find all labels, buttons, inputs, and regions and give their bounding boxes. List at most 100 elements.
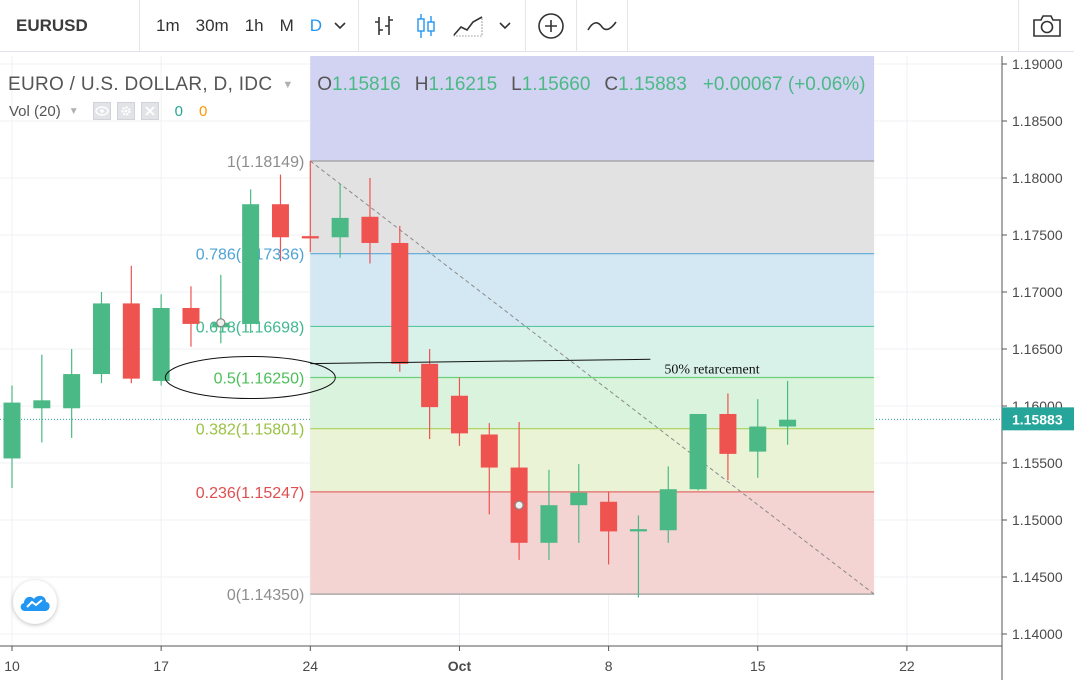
candle <box>361 178 379 264</box>
fib-level-label-1: 1(1.18149) <box>227 154 304 171</box>
price-tick-label: 1.19000 <box>1012 56 1063 72</box>
candle-body <box>3 402 21 459</box>
indicator-group <box>526 0 578 52</box>
candle-body <box>450 395 468 434</box>
close-icon[interactable] <box>140 102 159 120</box>
symbol-title: EURO / U.S. DOLLAR, D, IDC <box>8 74 273 95</box>
annotation-overlays: 50% retarcement <box>164 318 760 510</box>
annotation-label: 50% retarcement <box>664 363 759 378</box>
fib-level-label-0.5: 0.5(1.16250) <box>214 371 305 388</box>
candle <box>600 491 618 565</box>
volume-value-2: 0 <box>198 102 208 120</box>
interval-m-button[interactable]: M <box>279 15 294 35</box>
candle <box>182 286 200 347</box>
candle <box>629 515 647 598</box>
time-tick-label: 22 <box>899 658 915 674</box>
close-value: 1.15883 <box>618 74 687 95</box>
candle-body <box>719 413 737 454</box>
last-price-badge <box>1002 407 1074 431</box>
cloud-logo-icon <box>20 595 50 611</box>
add-indicator-icon[interactable] <box>536 11 566 41</box>
open-value: 1.15816 <box>332 74 401 95</box>
candle <box>719 393 737 481</box>
candle-body <box>182 307 200 324</box>
price-tick-label: 1.17500 <box>1012 227 1063 243</box>
candle <box>689 413 707 491</box>
time-tick-label: 15 <box>750 658 766 674</box>
fib-level-label-0: 0(1.14350) <box>227 587 304 604</box>
candles <box>3 160 797 598</box>
bar-style-icon[interactable] <box>369 11 399 41</box>
price-tick-label: 1.18000 <box>1012 170 1063 186</box>
fib-zone-1 <box>310 161 875 254</box>
candle <box>152 294 170 386</box>
tradingview-logo-button[interactable] <box>13 580 57 624</box>
candle-body <box>122 303 140 379</box>
interval-1h-button[interactable]: 1h <box>244 15 264 35</box>
open-label: O <box>317 74 333 95</box>
eye-icon[interactable] <box>92 102 111 120</box>
snapshot-button[interactable] <box>1018 0 1074 52</box>
candle-body <box>421 363 439 408</box>
gear-icon[interactable] <box>116 102 135 120</box>
interval-1m-button[interactable]: 1m <box>156 15 180 35</box>
interval-30m-button[interactable]: 30m <box>195 15 229 35</box>
chevron-down-icon[interactable] <box>495 16 515 36</box>
symbol-search-button[interactable]: EURUSD <box>0 0 140 52</box>
price-tick-label: 1.18500 <box>1012 113 1063 129</box>
time-tick-label: 24 <box>303 658 319 674</box>
legend-caret-icon[interactable]: ▼ <box>282 79 294 91</box>
candle <box>659 466 677 543</box>
candle <box>779 380 797 445</box>
candle <box>122 265 140 384</box>
candle <box>3 385 21 489</box>
candle-body <box>152 307 170 381</box>
candle-body <box>361 216 379 243</box>
volume-caret-icon[interactable]: ▼ <box>68 105 79 117</box>
candle-body <box>689 413 707 490</box>
candle-body <box>242 204 260 324</box>
annotation-ellipse <box>164 356 336 399</box>
candle <box>421 349 439 440</box>
price-tick-label: 1.15500 <box>1012 455 1063 471</box>
candle-body <box>629 529 647 532</box>
low-label: L <box>511 74 522 95</box>
price-tick-label: 1.16500 <box>1012 341 1063 357</box>
candle <box>63 349 81 438</box>
change-value: +0.00067 (+0.06%) <box>702 74 866 95</box>
drawing-anchor-marker <box>216 318 226 328</box>
fib-zone-0.236 <box>310 491 875 595</box>
chart-style-group <box>359 0 527 52</box>
candle <box>450 377 468 446</box>
low-value: 1.15660 <box>521 74 591 95</box>
candle <box>570 464 588 543</box>
volume-legend: Vol (20) ▼ 0 0 <box>9 101 207 121</box>
candle-body <box>331 217 349 238</box>
compare-group <box>577 0 629 52</box>
fibonacci-retracement: 1(1.18149)0.786(1.17336)0.618(1.16698)0.… <box>196 56 875 604</box>
candle <box>480 423 498 515</box>
area-chart-icon[interactable] <box>453 11 483 41</box>
candle <box>271 174 289 262</box>
chevron-down-icon[interactable] <box>330 16 350 36</box>
camera-icon <box>1032 14 1061 37</box>
volume-label: Vol (20) <box>9 102 61 120</box>
candle-body <box>63 374 81 409</box>
candle-body <box>301 236 319 239</box>
candle-body <box>480 434 498 468</box>
axes: 1.19000 1.18500 1.18000 1.17500 1.17000 1.165… <box>0 56 1074 680</box>
fib-level-label-0.236: 0.236(1.15247) <box>196 485 305 502</box>
candle <box>331 183 349 258</box>
candle-body <box>749 426 767 452</box>
interval-d-button[interactable]: D <box>309 15 323 35</box>
candle <box>301 160 319 253</box>
price-chart[interactable]: 1(1.18149)0.786(1.17336)0.618(1.16698)0.… <box>0 52 1074 680</box>
time-tick-label: 10 <box>4 658 20 674</box>
candles-icon[interactable] <box>411 11 441 41</box>
last-price-label: 1.15883 <box>1012 411 1063 427</box>
volume-value-1: 0 <box>174 102 183 120</box>
candle-body <box>779 419 797 427</box>
compare-line-icon[interactable] <box>587 11 617 41</box>
candle <box>391 225 409 372</box>
